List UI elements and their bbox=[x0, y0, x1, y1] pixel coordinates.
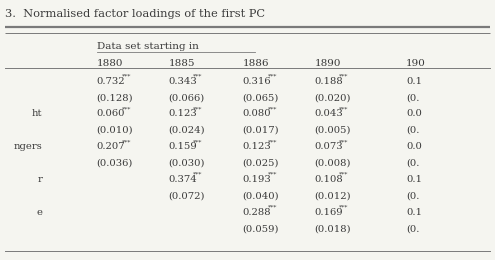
Text: ***: *** bbox=[340, 139, 348, 144]
Text: (0.024): (0.024) bbox=[168, 126, 205, 135]
Text: ***: *** bbox=[340, 106, 348, 111]
Text: ***: *** bbox=[267, 205, 277, 210]
Text: (0.040): (0.040) bbox=[243, 191, 279, 200]
Text: 0.169: 0.169 bbox=[314, 208, 343, 217]
Text: (0.066): (0.066) bbox=[168, 93, 204, 102]
Text: ***: *** bbox=[193, 172, 202, 177]
Text: ***: *** bbox=[267, 139, 277, 144]
Text: 0.1: 0.1 bbox=[406, 77, 422, 86]
Text: (0.025): (0.025) bbox=[243, 159, 279, 168]
Text: ***: *** bbox=[122, 106, 131, 111]
Text: (0.012): (0.012) bbox=[314, 191, 351, 200]
Text: (0.059): (0.059) bbox=[243, 224, 279, 233]
Text: ***: *** bbox=[340, 74, 348, 79]
Text: ***: *** bbox=[193, 106, 202, 111]
Text: ***: *** bbox=[340, 172, 348, 177]
Text: 0.193: 0.193 bbox=[243, 175, 271, 184]
Text: 1886: 1886 bbox=[243, 58, 269, 68]
Text: ***: *** bbox=[193, 74, 202, 79]
Text: (0.017): (0.017) bbox=[243, 126, 279, 135]
Text: ***: *** bbox=[267, 74, 277, 79]
Text: 0.123: 0.123 bbox=[168, 109, 197, 119]
Text: 0.060: 0.060 bbox=[97, 109, 125, 119]
Text: 0.1: 0.1 bbox=[406, 208, 422, 217]
Text: 0.043: 0.043 bbox=[314, 109, 343, 119]
Text: e: e bbox=[36, 208, 42, 217]
Text: 1880: 1880 bbox=[97, 58, 123, 68]
Text: (0.005): (0.005) bbox=[314, 126, 351, 135]
Text: ***: *** bbox=[267, 106, 277, 111]
Text: (0.: (0. bbox=[406, 126, 419, 135]
Text: ***: *** bbox=[193, 139, 202, 144]
Text: (0.: (0. bbox=[406, 93, 419, 102]
Text: ***: *** bbox=[122, 74, 131, 79]
Text: 3.  Normalised factor loadings of the first PC: 3. Normalised factor loadings of the fir… bbox=[5, 9, 265, 19]
Text: 0.207: 0.207 bbox=[97, 142, 125, 151]
Text: (0.065): (0.065) bbox=[243, 93, 279, 102]
Text: (0.: (0. bbox=[406, 159, 419, 168]
Text: ht: ht bbox=[32, 109, 42, 119]
Text: 0.343: 0.343 bbox=[168, 77, 197, 86]
Text: 0.123: 0.123 bbox=[243, 142, 271, 151]
Text: ngers: ngers bbox=[13, 142, 42, 151]
Text: (0.018): (0.018) bbox=[314, 224, 351, 233]
Text: r: r bbox=[37, 175, 42, 184]
Text: 0.108: 0.108 bbox=[314, 175, 343, 184]
Text: Data set starting in: Data set starting in bbox=[97, 42, 198, 51]
Text: (0.020): (0.020) bbox=[314, 93, 351, 102]
Text: 0.732: 0.732 bbox=[97, 77, 125, 86]
Text: ***: *** bbox=[340, 205, 348, 210]
Text: (0.: (0. bbox=[406, 191, 419, 200]
Text: 0.188: 0.188 bbox=[314, 77, 343, 86]
Text: 0.288: 0.288 bbox=[243, 208, 271, 217]
Text: (0.030): (0.030) bbox=[168, 159, 205, 168]
Text: (0.008): (0.008) bbox=[314, 159, 351, 168]
Text: (0.: (0. bbox=[406, 224, 419, 233]
Text: (0.128): (0.128) bbox=[97, 93, 133, 102]
Text: 0.0: 0.0 bbox=[406, 109, 422, 119]
Text: 0.073: 0.073 bbox=[314, 142, 343, 151]
Text: 0.0: 0.0 bbox=[406, 142, 422, 151]
Text: (0.072): (0.072) bbox=[168, 191, 205, 200]
Text: 0.080: 0.080 bbox=[243, 109, 271, 119]
Text: ***: *** bbox=[122, 139, 131, 144]
Text: 0.316: 0.316 bbox=[243, 77, 271, 86]
Text: (0.036): (0.036) bbox=[97, 159, 133, 168]
Text: 0.159: 0.159 bbox=[168, 142, 197, 151]
Text: (0.010): (0.010) bbox=[97, 126, 133, 135]
Text: ***: *** bbox=[267, 172, 277, 177]
Text: 0.1: 0.1 bbox=[406, 175, 422, 184]
Text: 1890: 1890 bbox=[314, 58, 341, 68]
Text: 190: 190 bbox=[406, 58, 426, 68]
Text: 1885: 1885 bbox=[168, 58, 195, 68]
Text: 0.374: 0.374 bbox=[168, 175, 197, 184]
